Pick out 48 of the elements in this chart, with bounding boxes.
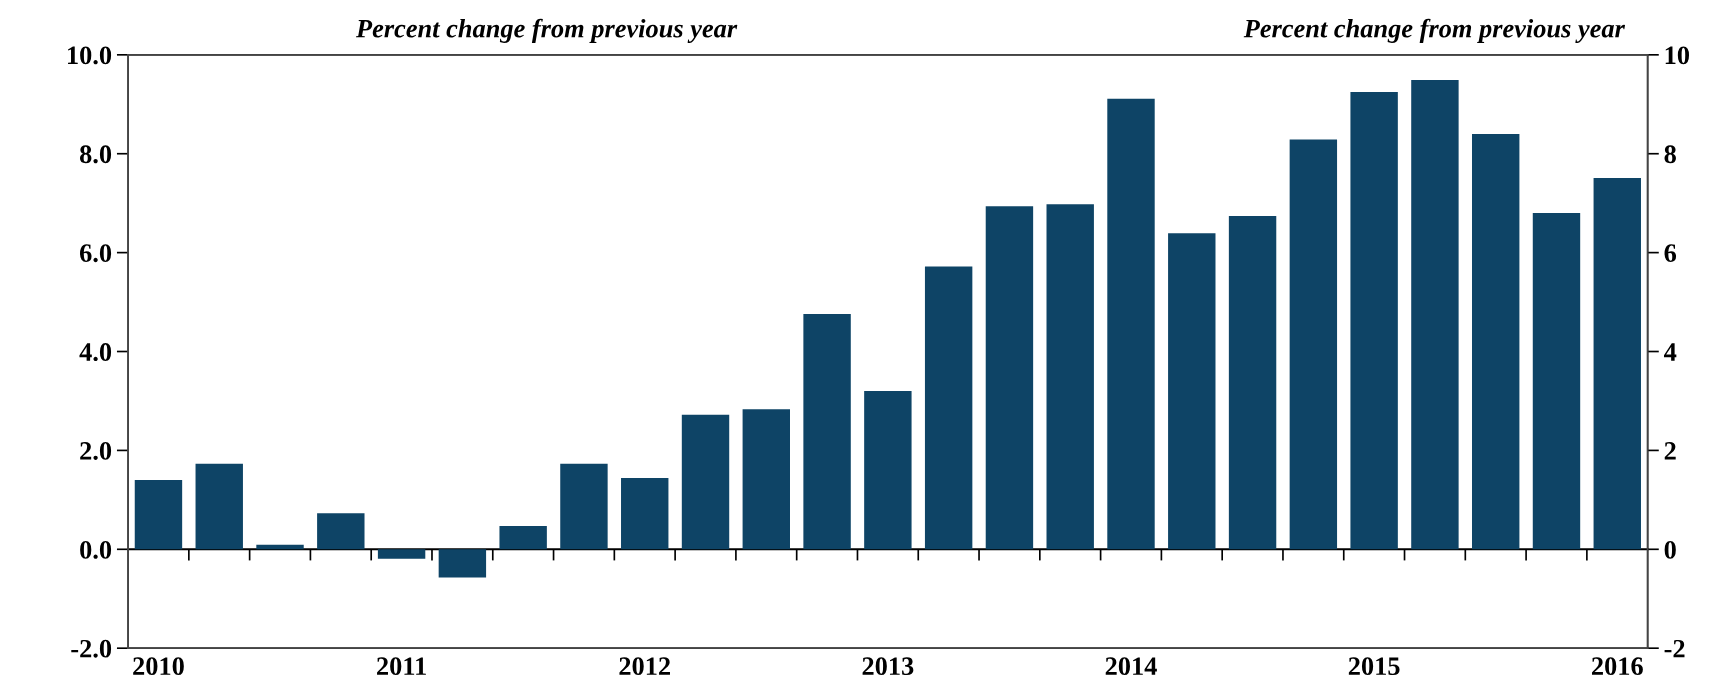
- bar: [924, 266, 973, 550]
- y-tick-label: 10.0: [68, 46, 112, 65]
- y-tick-label: 8.0: [79, 145, 112, 164]
- bar: [1046, 204, 1094, 550]
- bar: [499, 526, 547, 550]
- bar: [803, 313, 851, 550]
- bar: [438, 549, 487, 578]
- bar: [1168, 233, 1216, 550]
- y2-tick-label: -2: [1664, 639, 1685, 658]
- bar: [377, 549, 426, 559]
- bar: [560, 463, 608, 550]
- bar: [985, 206, 1034, 550]
- x-tick-label: 2010: [133, 657, 184, 676]
- x-tick-label: 2015: [1348, 657, 1400, 676]
- y2-tick-label: 6: [1664, 244, 1677, 263]
- bar: [1350, 91, 1398, 550]
- bar: [317, 513, 365, 550]
- bar: [1472, 133, 1520, 550]
- x-tick-label: 2013: [862, 657, 914, 676]
- x-tick-label: 2016: [1591, 657, 1643, 676]
- bar: [195, 463, 243, 550]
- x-tick-label: 2012: [619, 657, 670, 676]
- bar: [864, 391, 912, 550]
- bar: [1411, 80, 1459, 550]
- bar: [681, 414, 730, 550]
- y2-tick-label: 0: [1664, 540, 1676, 559]
- bar: [1532, 213, 1581, 550]
- bar: [621, 478, 669, 550]
- y2-tick-label: 10: [1665, 46, 1690, 65]
- y-axis-title: Percent change from previous year: [355, 18, 738, 43]
- y2-tick-label: 2: [1664, 442, 1676, 460]
- y-tick-label: 6.0: [80, 244, 112, 263]
- bar: [1289, 139, 1338, 550]
- y2-tick-label: 4: [1664, 343, 1677, 361]
- bar: [1107, 98, 1155, 550]
- bar: [134, 480, 183, 550]
- bar: [1228, 216, 1277, 550]
- x-tick-label: 2011: [377, 657, 426, 676]
- bar: [256, 544, 304, 550]
- y-tick-label: 2.0: [80, 442, 112, 460]
- y-tick-label: 0.0: [80, 540, 112, 559]
- y-tick-label: -2.0: [71, 639, 112, 658]
- y-tick-label: 4.0: [79, 343, 112, 362]
- x-tick-label: 2014: [1105, 657, 1157, 676]
- bar: [742, 409, 790, 550]
- y2-axis-title: Percent change from previous year: [1243, 18, 1626, 43]
- bar: [1593, 177, 1641, 550]
- y2-tick-label: 8: [1664, 145, 1676, 164]
